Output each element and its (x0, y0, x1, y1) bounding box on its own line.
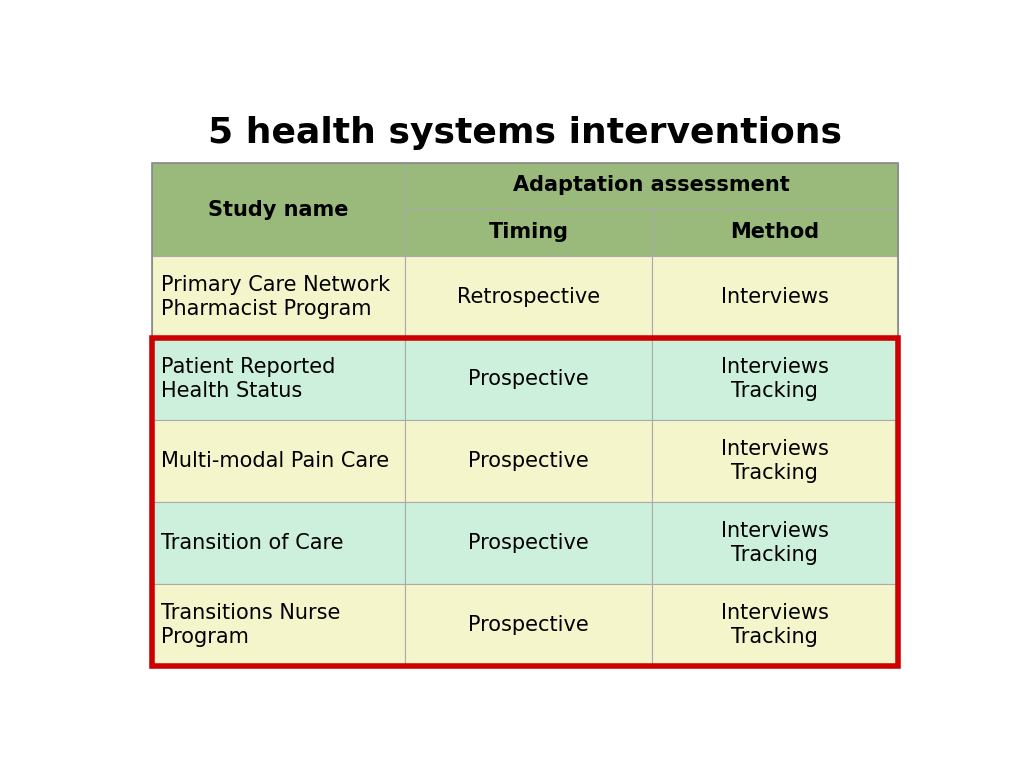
Bar (152, 584, 406, 666)
Text: Prospective: Prospective (468, 451, 589, 471)
Bar (406, 163, 898, 208)
Bar (152, 502, 406, 584)
Text: Interviews
Tracking: Interviews Tracking (721, 603, 828, 647)
Text: Timing: Timing (488, 222, 568, 242)
Text: Prospective: Prospective (468, 533, 589, 553)
Bar (406, 256, 651, 338)
Bar (406, 584, 651, 666)
Bar (406, 338, 651, 420)
Text: 5 health systems interventions: 5 health systems interventions (208, 116, 842, 150)
Text: Study name: Study name (208, 200, 349, 220)
Bar (152, 256, 406, 338)
Bar (651, 208, 898, 256)
Bar (406, 502, 651, 584)
Bar (152, 163, 898, 666)
Bar (152, 338, 406, 420)
Text: Patient Reported
Health Status: Patient Reported Health Status (162, 357, 336, 401)
Text: Primary Care Network
Pharmacist Program: Primary Care Network Pharmacist Program (162, 275, 390, 319)
Bar (406, 420, 651, 502)
Bar (152, 338, 898, 666)
Text: Multi-modal Pain Care: Multi-modal Pain Care (162, 451, 389, 471)
Text: Prospective: Prospective (468, 369, 589, 389)
Text: Adaptation assessment: Adaptation assessment (513, 175, 790, 195)
Text: Prospective: Prospective (468, 615, 589, 635)
Text: Method: Method (730, 222, 819, 242)
Text: Interviews
Tracking: Interviews Tracking (721, 521, 828, 565)
Bar (651, 584, 898, 666)
Text: Retrospective: Retrospective (457, 287, 600, 307)
Text: Transitions Nurse
Program: Transitions Nurse Program (162, 603, 341, 647)
Text: Transition of Care: Transition of Care (162, 533, 344, 553)
Bar (651, 256, 898, 338)
Bar (651, 420, 898, 502)
Text: Interviews
Tracking: Interviews Tracking (721, 439, 828, 483)
Bar (651, 502, 898, 584)
Text: Interviews: Interviews (721, 287, 828, 307)
Bar (651, 338, 898, 420)
Bar (406, 208, 651, 256)
Bar (152, 163, 406, 256)
Text: Interviews
Tracking: Interviews Tracking (721, 357, 828, 401)
Bar (152, 420, 406, 502)
